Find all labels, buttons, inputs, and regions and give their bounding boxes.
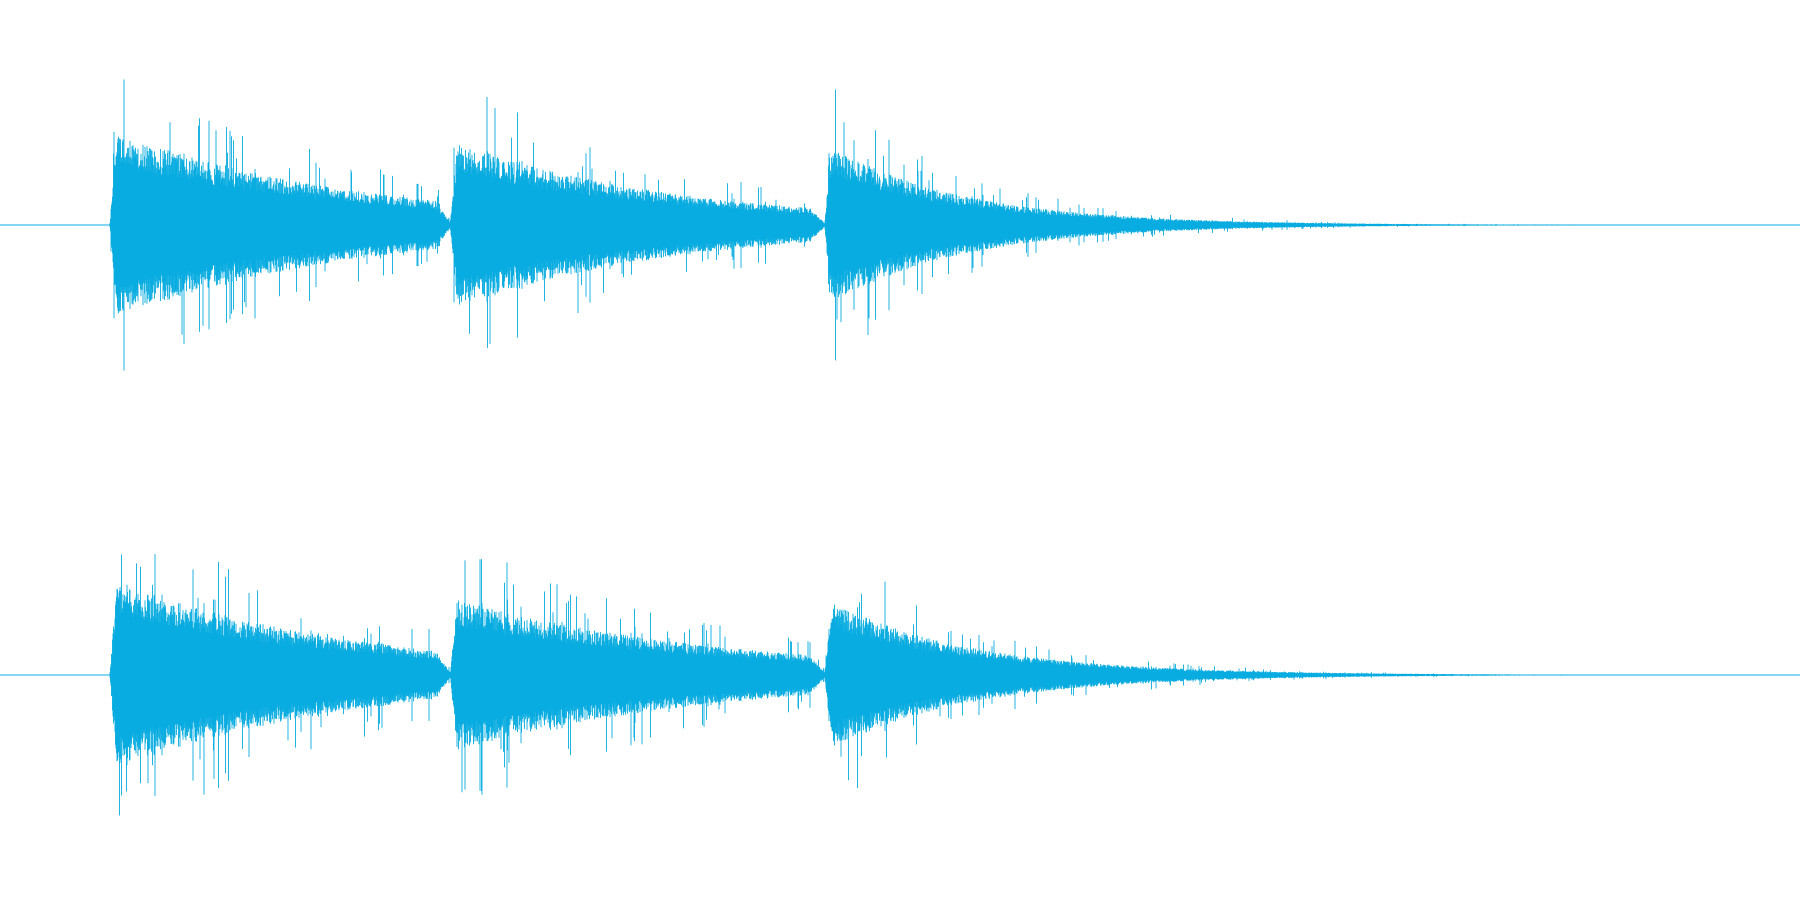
waveform-channel-1[interactable] xyxy=(0,79,1800,371)
waveform-trace xyxy=(109,79,1588,371)
waveform-channel-2[interactable] xyxy=(0,554,1800,816)
waveform-trace xyxy=(109,554,1603,816)
